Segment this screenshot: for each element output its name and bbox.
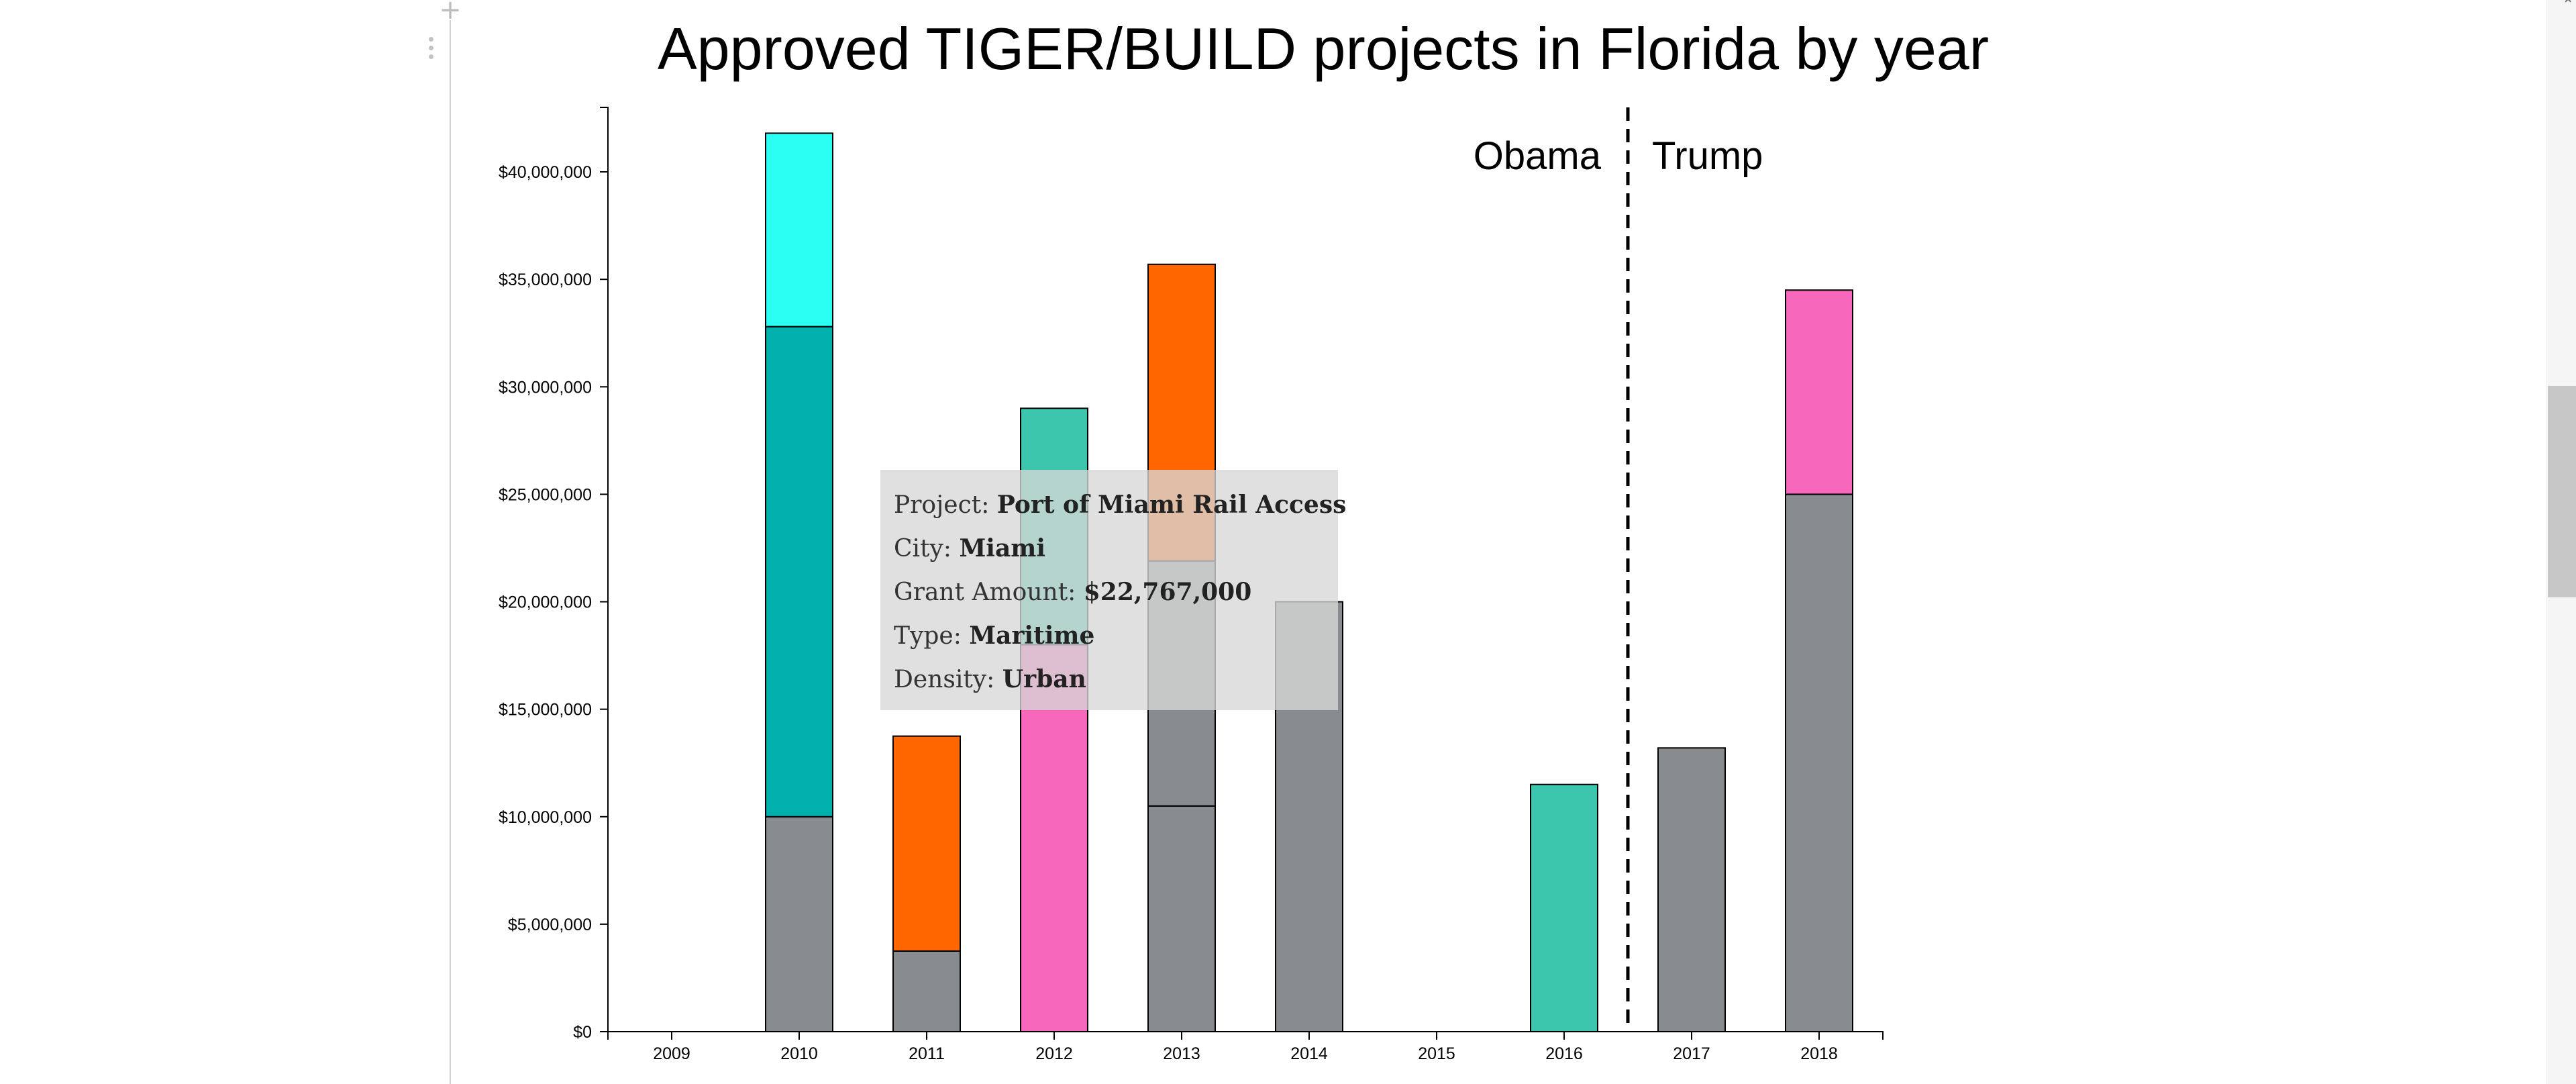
y-axis-line: [600, 107, 609, 1032]
scrollbar-thumb[interactable]: [2548, 386, 2576, 597]
bar-2013-segment-1[interactable]: [1147, 805, 1216, 1033]
tooltip-type-label: Type:: [894, 622, 970, 650]
drag-handle-dots-icon[interactable]: [424, 37, 437, 68]
x-tick-label: 2012: [1035, 1044, 1073, 1063]
y-tick-label: $15,000,000: [499, 701, 592, 720]
bar-2010-segment-2[interactable]: [765, 326, 833, 818]
bar-2018-segment-2[interactable]: [1785, 289, 1853, 495]
tooltip-project-row: Project: Port of Miami Rail Access: [894, 483, 1346, 527]
x-axis-line: [607, 1031, 1884, 1040]
y-tick-label: $40,000,000: [499, 163, 592, 182]
x-tick-label: 2018: [1800, 1044, 1838, 1063]
y-tick-label: $30,000,000: [499, 378, 592, 397]
tooltip-city-label: City:: [894, 535, 960, 562]
y-tick-label: $0: [573, 1023, 592, 1042]
x-axis: 2009 2010 2011 2012 2013 2014 2015 2016 2017 2018: [607, 1031, 1884, 1063]
tooltip-city-value: Miami: [959, 534, 1046, 562]
tooltip-city-row: City: Miami: [894, 527, 1325, 571]
x-tick-label: 2014: [1290, 1044, 1328, 1063]
tooltip-amount-label: Grant Amount:: [894, 579, 1084, 606]
bar-2016-segment-1[interactable]: [1530, 783, 1598, 1032]
page-gutter-line: [450, 20, 451, 1084]
presidency-divider: Obama Trump: [1474, 107, 1763, 1032]
tooltip-density-row: Density: Urban: [894, 658, 1325, 701]
bar-2010-segment-3[interactable]: [765, 132, 833, 328]
x-tick-label: 2017: [1673, 1044, 1710, 1063]
corner-arrow-icon: ⌃: [2562, 0, 2575, 13]
plus-icon[interactable]: +: [439, 0, 462, 26]
x-tick-label: 2010: [780, 1044, 818, 1063]
tooltip-type-value: Maritime: [969, 622, 1095, 650]
bar-2017-segment-1[interactable]: [1657, 747, 1726, 1032]
bar-2018-segment-1[interactable]: [1785, 493, 1853, 1032]
y-tick-label: $25,000,000: [499, 485, 592, 504]
tooltip-project-label: Project:: [894, 491, 997, 519]
x-tick-label: 2011: [909, 1044, 945, 1063]
bar-2011-segment-1[interactable]: [892, 950, 961, 1033]
x-tick-label: 2009: [653, 1044, 690, 1063]
divider-left-label: Obama: [1474, 134, 1602, 178]
bar-2011-segment-2[interactable]: [892, 735, 961, 952]
tooltip-density-value: Urban: [1002, 665, 1086, 693]
divider-right-label: Trump: [1652, 134, 1763, 178]
tooltip: Project: Port of Miami Rail Access City:…: [880, 470, 1346, 710]
y-axis: $0 $5,000,000 $10,000,000 $15,000,000 $20,00…: [499, 107, 609, 1042]
tooltip-amount-row: Grant Amount: $22,767,000: [894, 571, 1325, 614]
x-tick-label: 2015: [1418, 1044, 1455, 1063]
x-tick-label: 2016: [1545, 1044, 1583, 1063]
y-tick-label: $35,000,000: [499, 270, 592, 289]
tooltip-density-label: Density:: [894, 666, 1002, 693]
x-tick-label: 2013: [1163, 1044, 1200, 1063]
tooltip-project-value: Port of Miami Rail Access: [996, 491, 1347, 519]
y-tick-label: $5,000,000: [508, 916, 592, 934]
chart-title: Approved TIGER/BUILD projects in Florida…: [658, 15, 1989, 82]
tooltip-amount-value: $22,767,000: [1083, 578, 1252, 606]
y-tick-label: $10,000,000: [499, 808, 592, 827]
tooltip-type-row: Type: Maritime: [894, 614, 1325, 658]
bar-2010-segment-1[interactable]: [765, 816, 833, 1032]
y-tick-label: $20,000,000: [499, 593, 592, 612]
